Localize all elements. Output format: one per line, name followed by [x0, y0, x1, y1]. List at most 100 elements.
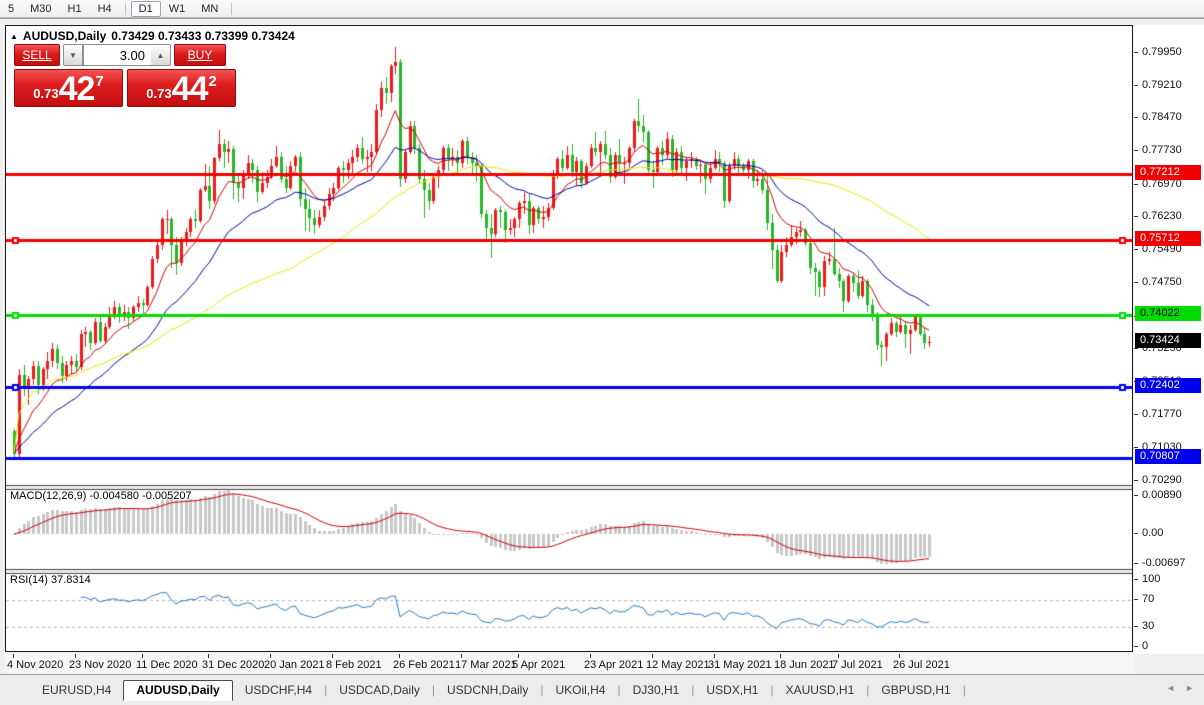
macd-tick-dash	[1134, 495, 1138, 496]
price-tick-dash	[1134, 282, 1138, 283]
macd-tick-label: 0.00890	[1142, 489, 1182, 501]
rsi-indicator-label: RSI(14) 37.8314	[10, 574, 91, 586]
macd-name: MACD(12,26,9)	[10, 490, 87, 502]
chart-tab-usdcad[interactable]: USDCAD,Daily	[339, 682, 420, 697]
chart-tab-dj30[interactable]: DJ30,H1	[632, 682, 680, 697]
date-label: 23 Apr 2021	[584, 659, 644, 671]
rsi-tick-label: 30	[1142, 620, 1155, 632]
price-tick-dash	[1134, 184, 1138, 185]
price-tick-dash	[1134, 85, 1138, 86]
date-label: 26 Feb 2021	[393, 659, 455, 671]
chart-symbol-label: AUDUSD,Daily	[22, 29, 107, 43]
hline-price-tag: 0.72402	[1135, 378, 1201, 393]
timeframe-button-5[interactable]: 5	[8, 2, 15, 15]
date-label: 31 May 2021	[708, 659, 772, 671]
price-tick-dash	[1134, 249, 1138, 250]
hline-price-tag: 0.75712	[1135, 231, 1201, 246]
chart-plot[interactable]: ▲ AUDUSD,Daily 0.73429 0.73433 0.73399 0…	[5, 25, 1133, 652]
buy-price-big-digits: 44	[171, 70, 209, 108]
tab-scroll-right-icon[interactable]: ►	[1185, 683, 1194, 693]
chart-tab-xauusd[interactable]: XAUUSD,H1	[785, 682, 855, 697]
price-tick-label: 0.76970	[1142, 178, 1182, 190]
price-tick-label: 0.77730	[1142, 144, 1182, 156]
price-tick-dash	[1134, 216, 1138, 217]
volume-increase-button[interactable]: ▲	[151, 44, 171, 66]
chart-tabbar: EURUSD,H4 AUDUSD,Daily USDCHF,H4 | USDCAD,Da…	[0, 674, 1204, 705]
hline-price-tag: 0.70807	[1135, 449, 1201, 464]
date-tick	[13, 654, 14, 658]
macd-value: -0.004580	[89, 490, 140, 502]
volume-decrease-button[interactable]: ▼	[63, 44, 83, 66]
hline-price-tag: 0.77212	[1135, 165, 1201, 180]
sell-button-label: SELL	[22, 48, 52, 62]
rsi-tick-dash	[1134, 599, 1138, 600]
price-tick-dash	[1134, 414, 1138, 415]
price-tick-dash	[1134, 447, 1138, 448]
tab-separator: |	[691, 683, 695, 697]
sell-price-big-digits: 42	[58, 70, 96, 108]
timeframe-toolbar: 5 M30 H1 H4 D1 W1 MN	[0, 0, 1204, 18]
chart-tab-eurusd[interactable]: EURUSD,H4	[42, 682, 112, 697]
volume-input[interactable]	[83, 44, 151, 66]
price-tick-dash	[1134, 52, 1138, 53]
date-axis[interactable]: 4 Nov 2020 23 Nov 2020 11 Dec 2020 31 Dec 2…	[5, 654, 1134, 675]
date-tick	[838, 654, 839, 658]
date-tick	[714, 654, 715, 658]
date-label: 20 Jan 2021	[264, 659, 325, 671]
tab-separator: |	[540, 683, 544, 697]
date-tick	[142, 654, 143, 658]
date-tick	[332, 654, 333, 658]
candlestick-chart-canvas[interactable]	[6, 26, 1132, 651]
price-tick-label: 0.76230	[1142, 210, 1182, 222]
rsi-tick-dash	[1134, 579, 1138, 580]
timeframe-button-d1[interactable]: D1	[130, 0, 161, 17]
tab-separator: |	[431, 683, 435, 697]
sell-price-display[interactable]: 0.73 42 7	[14, 69, 123, 107]
price-tick-label: 0.71770	[1142, 408, 1182, 420]
date-label: 12 May 2021	[646, 659, 710, 671]
chart-tab-ukoil[interactable]: UKOil,H4	[555, 682, 606, 697]
sell-button[interactable]: SELL	[14, 44, 60, 66]
chevron-down-icon: ▼	[69, 50, 77, 60]
toolbar-separator	[124, 2, 126, 15]
tab-separator: |	[770, 683, 774, 697]
chart-tab-audusd[interactable]: AUDUSD,Daily	[123, 679, 233, 701]
price-tick-label: 0.79950	[1142, 46, 1182, 58]
toolbar-separator	[231, 2, 233, 15]
rsi-tick-label: 0	[1142, 640, 1149, 652]
price-tick-label: 0.74750	[1142, 276, 1182, 288]
timeframe-button-h1[interactable]: H1	[67, 2, 82, 15]
collapse-triangle-icon[interactable]: ▲	[10, 31, 18, 41]
date-label: 4 Nov 2020	[7, 659, 64, 671]
price-tick-dash	[1134, 480, 1138, 481]
timeframe-button-mn[interactable]: MN	[201, 2, 219, 15]
buy-price-prefix: 0.73	[146, 86, 172, 101]
price-tick-label: 0.78470	[1142, 111, 1182, 123]
hline-price-tag: 0.74022	[1135, 306, 1201, 321]
timeframe-button-m30[interactable]: M30	[30, 2, 52, 15]
macd-tick-dash	[1134, 533, 1138, 534]
buy-price-display[interactable]: 0.73 44 2	[127, 69, 236, 107]
timeframe-button-h4[interactable]: H4	[97, 2, 112, 15]
tab-scroll-left-icon[interactable]: ◄	[1166, 683, 1176, 693]
buy-button[interactable]: BUY	[174, 44, 226, 66]
date-label: 26 Jul 2021	[893, 659, 950, 671]
rsi-value: 37.8314	[50, 574, 91, 586]
date-tick	[899, 654, 900, 658]
sell-price-pip-digit: 7	[95, 73, 104, 90]
date-label: 8 Feb 2021	[326, 659, 382, 671]
macd-signal-value: -0.005207	[142, 490, 192, 502]
date-tick	[780, 654, 781, 658]
chart-tab-usdcnh[interactable]: USDCNH,Daily	[447, 682, 529, 697]
buy-price-pip-digit: 2	[208, 73, 217, 90]
chart-tab-usdx[interactable]: USDX,H1	[706, 682, 759, 697]
buy-button-label: BUY	[187, 48, 213, 62]
chart-tab-usdchf[interactable]: USDCHF,H4	[244, 682, 313, 697]
timeframe-button-w1[interactable]: W1	[168, 2, 186, 15]
date-tick	[75, 654, 76, 658]
macd-tick-dash	[1134, 563, 1138, 564]
price-axis[interactable]: 0.79950 0.79210 0.78470 0.77730 0.76970 0.762…	[1134, 25, 1204, 654]
rsi-tick-label: 70	[1142, 593, 1155, 605]
date-tick	[399, 654, 400, 658]
chart-tab-gbpusd[interactable]: GBPUSD,H1	[881, 682, 951, 697]
